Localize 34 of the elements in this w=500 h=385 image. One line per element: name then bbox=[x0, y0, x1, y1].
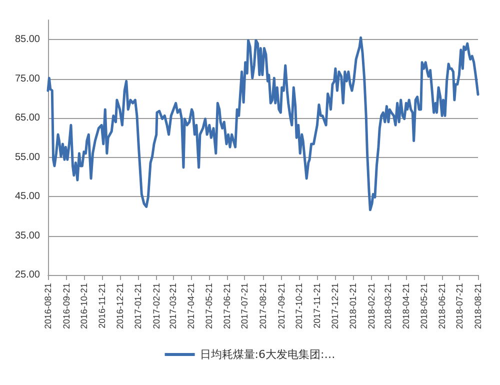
x-tick-label: 2017-07-21 bbox=[240, 283, 250, 330]
y-tick-label: 35.00 bbox=[14, 230, 40, 242]
x-tick-label: 2018-07-21 bbox=[454, 283, 465, 330]
x-tick-label: 2017-11-21 bbox=[312, 283, 322, 328]
y-tick-label: 25.00 bbox=[14, 270, 40, 280]
y-tick-label: 85.00 bbox=[14, 34, 40, 46]
x-tick-label: 2017-09-21 bbox=[276, 283, 286, 330]
x-tick-label: 2017-03-21 bbox=[168, 283, 178, 330]
x-tick-label: 2016-08-21 bbox=[43, 283, 53, 330]
x-tick-label: 2017-02-21 bbox=[151, 283, 162, 330]
x-tick-label: 2018-02-21 bbox=[366, 283, 376, 330]
x-tick-label: 2017-10-21 bbox=[294, 283, 304, 330]
x-tick-label: 2017-04-21 bbox=[186, 283, 196, 330]
x-tick-label: 2018-04-21 bbox=[401, 283, 412, 330]
x-tick-label: 2017-01-21 bbox=[133, 283, 144, 330]
x-tick-label: 2017-05-21 bbox=[204, 283, 214, 330]
legend-label: 日均耗煤量:6大发电集团:… bbox=[200, 348, 336, 361]
x-tick-label: 2016-09-21 bbox=[61, 283, 72, 330]
line-series bbox=[46, 36, 480, 212]
x-tick-label: 2017-12-21 bbox=[330, 283, 340, 330]
y-tick-label: 45.00 bbox=[14, 191, 40, 202]
x-tick-label: 2018-05-21 bbox=[418, 283, 429, 330]
x-tick-label: 2018-03-21 bbox=[382, 283, 393, 330]
y-tick-label: 55.00 bbox=[14, 152, 40, 163]
x-tick-label: 2016-10-21 bbox=[78, 283, 89, 330]
x-tick-label: 2016-11-21 bbox=[97, 283, 108, 328]
x-tick-label: 2016-12-21 bbox=[114, 283, 125, 330]
x-tick-label: 2018-08-21 bbox=[473, 283, 483, 330]
y-tick-label: 75.00 bbox=[14, 73, 40, 84]
y-tick-label: 65.00 bbox=[14, 112, 40, 124]
x-tick-label: 2018-01-21 bbox=[348, 283, 358, 330]
x-tick-label: 2018-06-21 bbox=[437, 283, 448, 330]
x-tick-label: 2017-06-21 bbox=[222, 283, 232, 330]
x-tick-label: 2017-08-21 bbox=[258, 283, 268, 330]
